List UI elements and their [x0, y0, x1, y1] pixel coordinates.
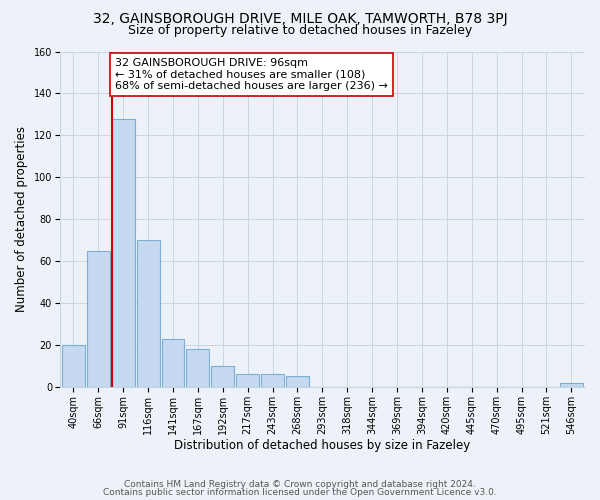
Bar: [161, 338, 184, 387]
Text: 32, GAINSBOROUGH DRIVE, MILE OAK, TAMWORTH, B78 3PJ: 32, GAINSBOROUGH DRIVE, MILE OAK, TAMWOR…: [92, 12, 508, 26]
Bar: [261, 374, 284, 387]
Text: 32 GAINSBOROUGH DRIVE: 96sqm
← 31% of detached houses are smaller (108)
68% of s: 32 GAINSBOROUGH DRIVE: 96sqm ← 31% of de…: [115, 58, 388, 91]
Text: Contains HM Land Registry data © Crown copyright and database right 2024.: Contains HM Land Registry data © Crown c…: [124, 480, 476, 489]
Bar: [187, 349, 209, 387]
Text: Size of property relative to detached houses in Fazeley: Size of property relative to detached ho…: [128, 24, 472, 37]
Bar: [137, 240, 160, 387]
Bar: [211, 366, 234, 387]
Bar: [112, 118, 134, 387]
Text: Contains public sector information licensed under the Open Government Licence v3: Contains public sector information licen…: [103, 488, 497, 497]
Bar: [236, 374, 259, 387]
Bar: [62, 345, 85, 387]
Y-axis label: Number of detached properties: Number of detached properties: [15, 126, 28, 312]
Bar: [286, 376, 309, 387]
Bar: [87, 250, 110, 387]
X-axis label: Distribution of detached houses by size in Fazeley: Distribution of detached houses by size …: [174, 440, 470, 452]
Bar: [560, 382, 583, 387]
